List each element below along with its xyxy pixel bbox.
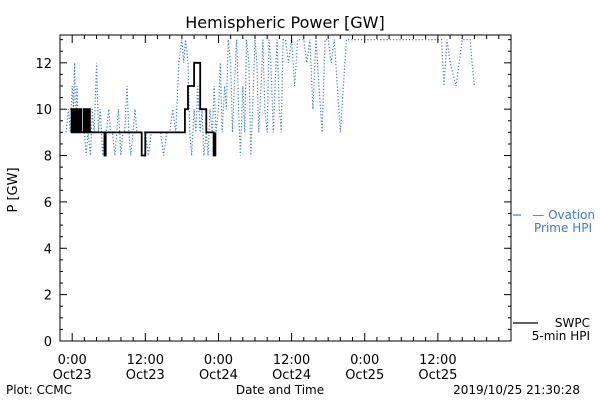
y-tick-label: 4 bbox=[44, 242, 52, 257]
plot-timestamp: 2019/10/25 21:30:28 bbox=[453, 383, 580, 397]
x-tick-date-label: Oct24 bbox=[199, 368, 238, 383]
y-tick-label: 12 bbox=[35, 57, 52, 72]
ovation-prime-line bbox=[65, 38, 475, 156]
ovation-prime-series bbox=[65, 38, 475, 156]
swpc-series bbox=[70, 61, 217, 157]
y-tick-label: 10 bbox=[35, 103, 52, 118]
x-tick-date-label: Oct24 bbox=[272, 368, 311, 383]
y-tick-label: 0 bbox=[44, 335, 52, 350]
plot-frame bbox=[59, 34, 512, 342]
y-tick-label: 2 bbox=[44, 289, 52, 304]
y-axis: 0 2 4 6 8 10 12 bbox=[35, 39, 511, 350]
ovation-legend-label: — Ovation bbox=[532, 208, 595, 222]
y-tick-label: 6 bbox=[44, 196, 52, 211]
x-tick-date-label: Oct25 bbox=[345, 368, 384, 383]
y-axis-label: P [GW] bbox=[6, 167, 21, 212]
x-tick-time-label: 12:00 bbox=[419, 353, 456, 368]
x-tick-date-label: Oct23 bbox=[53, 368, 92, 383]
swpc-legend-label: SWPC bbox=[555, 316, 590, 330]
x-tick-date-label: Oct23 bbox=[126, 368, 165, 383]
x-axis: 0:00Oct2312:00Oct230:00Oct2412:00Oct240:… bbox=[53, 35, 500, 383]
x-tick-time-label: 12:00 bbox=[273, 353, 310, 368]
plot-credit: Plot: CCMC bbox=[6, 383, 72, 397]
x-tick-time-label: 12:00 bbox=[127, 353, 164, 368]
swpc-legend-label-line2: 5-min HPI bbox=[532, 329, 590, 343]
chart-title: Hemispheric Power [GW] bbox=[185, 13, 384, 32]
ovation-legend-label-line2: Prime HPI bbox=[534, 221, 592, 235]
x-tick-time-label: 0:00 bbox=[350, 353, 379, 368]
x-tick-time-label: 0:00 bbox=[204, 353, 233, 368]
x-tick-date-label: Oct25 bbox=[418, 368, 457, 383]
swpc-line bbox=[70, 61, 217, 157]
x-tick-time-label: 0:00 bbox=[58, 353, 87, 368]
y-tick-label: 8 bbox=[44, 150, 52, 165]
x-axis-label: Date and Time bbox=[236, 383, 324, 397]
